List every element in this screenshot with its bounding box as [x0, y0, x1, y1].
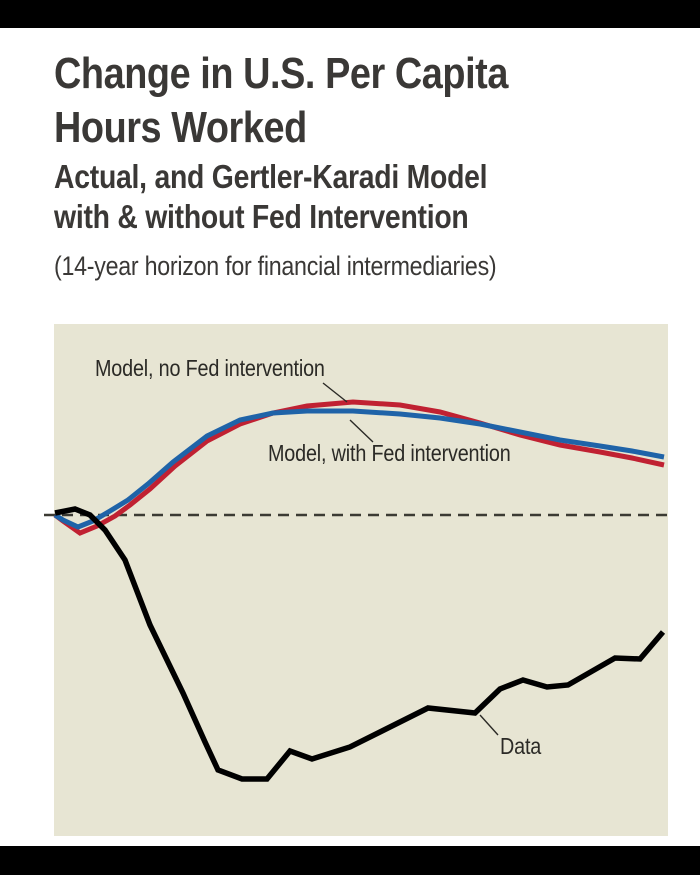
plot-area: Model, no Fed intervention Model, with F… [44, 324, 668, 836]
chart-title-line1: Change in U.S. Per Capita [54, 49, 508, 98]
chart-subtitle: Actual, and Gertler-Karadi Model with & … [54, 157, 558, 237]
top-rule-bar [0, 0, 700, 28]
model-with-fed-line [53, 408, 665, 530]
chart-note: (14-year horizon for financial intermedi… [54, 249, 568, 283]
data-line [54, 506, 666, 782]
callout-no-fed [322, 382, 348, 403]
chart-title-line2: Hours Worked [54, 103, 307, 152]
callout-with-fed [349, 419, 374, 443]
model-no-fed-line [53, 399, 665, 536]
series-label-with-fed: Model, with Fed intervention [268, 440, 511, 466]
series-label-data: Data [500, 733, 542, 759]
chart-canvas [44, 382, 668, 782]
bottom-rule-bar [0, 846, 700, 875]
chart-subtitle-line2: with & without Fed Intervention [54, 198, 469, 235]
series-label-no-fed: Model, no Fed intervention [95, 355, 325, 381]
chart-title: Change in U.S. Per Capita Hours Worked [54, 47, 582, 155]
callout-data [479, 714, 499, 736]
chart-subtitle-line1: Actual, and Gertler-Karadi Model [54, 158, 488, 195]
chart-note-text: (14-year horizon for financial intermedi… [54, 251, 497, 281]
